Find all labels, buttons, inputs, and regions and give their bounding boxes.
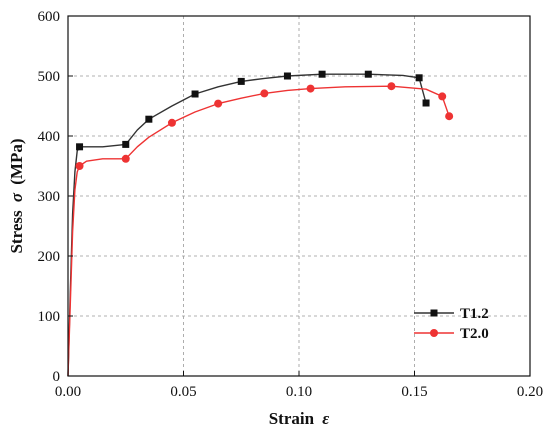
data-point-circle xyxy=(387,82,396,91)
legend-swatch-marker xyxy=(430,329,438,337)
axis-ticks: 0.00 0.05 0.10 0.15 0.20 0 100 200 300 400 500 600 xyxy=(38,9,544,400)
data-point-circle xyxy=(306,84,315,93)
data-point-circle xyxy=(167,118,176,127)
y-tick-label: 500 xyxy=(38,69,61,85)
y-tick-label: 300 xyxy=(38,189,61,205)
x-axis-title-main: Strain xyxy=(269,409,315,428)
series-line-1 xyxy=(67,73,427,377)
x-axis-title-symbol: ε xyxy=(322,409,329,428)
x-tick-label: 0.20 xyxy=(517,384,543,400)
data-point-circle xyxy=(438,92,447,101)
y-tick-label: 400 xyxy=(38,129,61,145)
data-point-circle xyxy=(75,162,84,170)
y-axis-title-main: Stress xyxy=(7,210,26,254)
data-point-square xyxy=(191,90,199,98)
x-tick-label: 0.10 xyxy=(286,384,312,400)
data-point-square xyxy=(122,140,130,148)
data-point-square xyxy=(415,74,423,82)
data-point-circle xyxy=(214,99,223,108)
y-tick-label: 200 xyxy=(38,249,61,265)
y-tick-label: 100 xyxy=(38,309,61,325)
data-point-circle xyxy=(445,112,454,121)
y-axis-title: Stress σ (MPa) xyxy=(7,138,26,253)
legend: T1.2 T2.0 xyxy=(414,306,489,342)
legend-label: T1.2 xyxy=(460,306,489,322)
y-tick-label: 0 xyxy=(53,369,61,385)
series-line-2 xyxy=(67,85,450,377)
data-point-square xyxy=(318,70,326,78)
data-point-square xyxy=(422,99,430,107)
legend-swatch-marker xyxy=(430,309,438,317)
data-point-square xyxy=(145,115,153,123)
y-tick-label: 600 xyxy=(38,9,61,25)
data-point-square xyxy=(364,70,372,78)
series-layer xyxy=(67,70,454,377)
x-tick-label: 0.00 xyxy=(55,384,81,400)
legend-label: T2.0 xyxy=(460,326,489,342)
grid-lines xyxy=(68,16,530,376)
data-point-square xyxy=(283,72,291,80)
data-point-circle xyxy=(260,89,269,98)
data-point-circle xyxy=(121,154,130,163)
x-tick-label: 0.15 xyxy=(401,384,427,400)
data-point-square xyxy=(237,77,245,85)
data-point-square xyxy=(76,143,84,151)
y-axis-title-symbol: σ xyxy=(7,192,26,202)
x-tick-label: 0.05 xyxy=(170,384,196,400)
x-axis-title: Strain ε xyxy=(269,409,330,428)
y-axis-title-unit: (MPa) xyxy=(7,138,26,184)
